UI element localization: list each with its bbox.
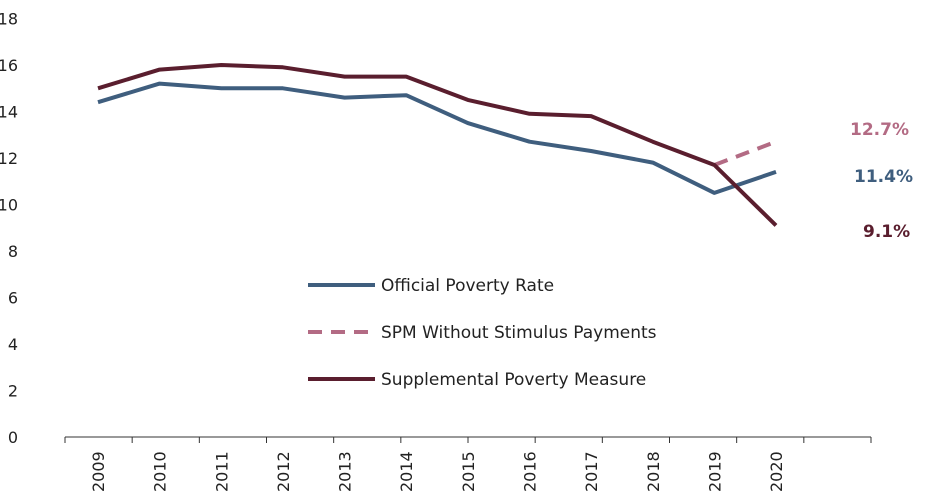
y-tick-label: 8	[8, 242, 18, 261]
legend: Official Poverty Rate SPM Without Stimulu…	[308, 276, 657, 390]
series-line-2	[97, 63, 778, 227]
legend-label-2: Supplemental Poverty Measure	[381, 370, 646, 390]
x-tick-label: 2009	[89, 451, 108, 492]
y-tick-label: 10	[0, 196, 18, 215]
x-tick-label: 2015	[459, 451, 478, 492]
x-tick-label: 2018	[644, 451, 663, 492]
end-label-0: 11.4%	[854, 167, 913, 187]
x-tick-label: 2020	[767, 451, 786, 492]
x-tick-label: 2012	[274, 451, 293, 492]
y-tick-label: 18	[0, 10, 18, 29]
x-tick-label: 2010	[151, 451, 170, 492]
end-label-1: 12.7%	[850, 120, 909, 140]
x-tick-label: 2016	[520, 451, 539, 492]
y-tick-label: 12	[0, 149, 18, 168]
y-tick-label: 6	[8, 289, 18, 308]
y-tick-label: 0	[8, 428, 18, 447]
legend-label-0: Official Poverty Rate	[381, 276, 554, 296]
series-line-0	[97, 81, 777, 195]
x-tick-label: 2011	[212, 451, 231, 492]
series-layer	[97, 63, 778, 227]
x-tick-label: 2017	[582, 451, 601, 492]
y-tick-label: 14	[0, 103, 18, 122]
x-tick-label: 2013	[336, 451, 355, 492]
end-labels: 11.4% 12.7% 9.1%	[850, 120, 913, 242]
x-axis: 2009 2010 2011 2012 2013 2014 2015 2016 2017 2018…	[64, 436, 872, 492]
y-axis: 0 2 4 6 8 10 12 14 16 18	[0, 10, 18, 448]
y-tick-label: 2	[8, 382, 18, 401]
x-tick-label: 2014	[397, 451, 416, 492]
series-line-1	[713, 139, 777, 167]
end-label-2: 9.1%	[863, 222, 910, 242]
x-tick-label: 2019	[705, 451, 724, 492]
y-tick-label: 16	[0, 56, 18, 75]
y-tick-label: 4	[8, 335, 18, 354]
legend-label-1: SPM Without Stimulus Payments	[381, 323, 657, 343]
